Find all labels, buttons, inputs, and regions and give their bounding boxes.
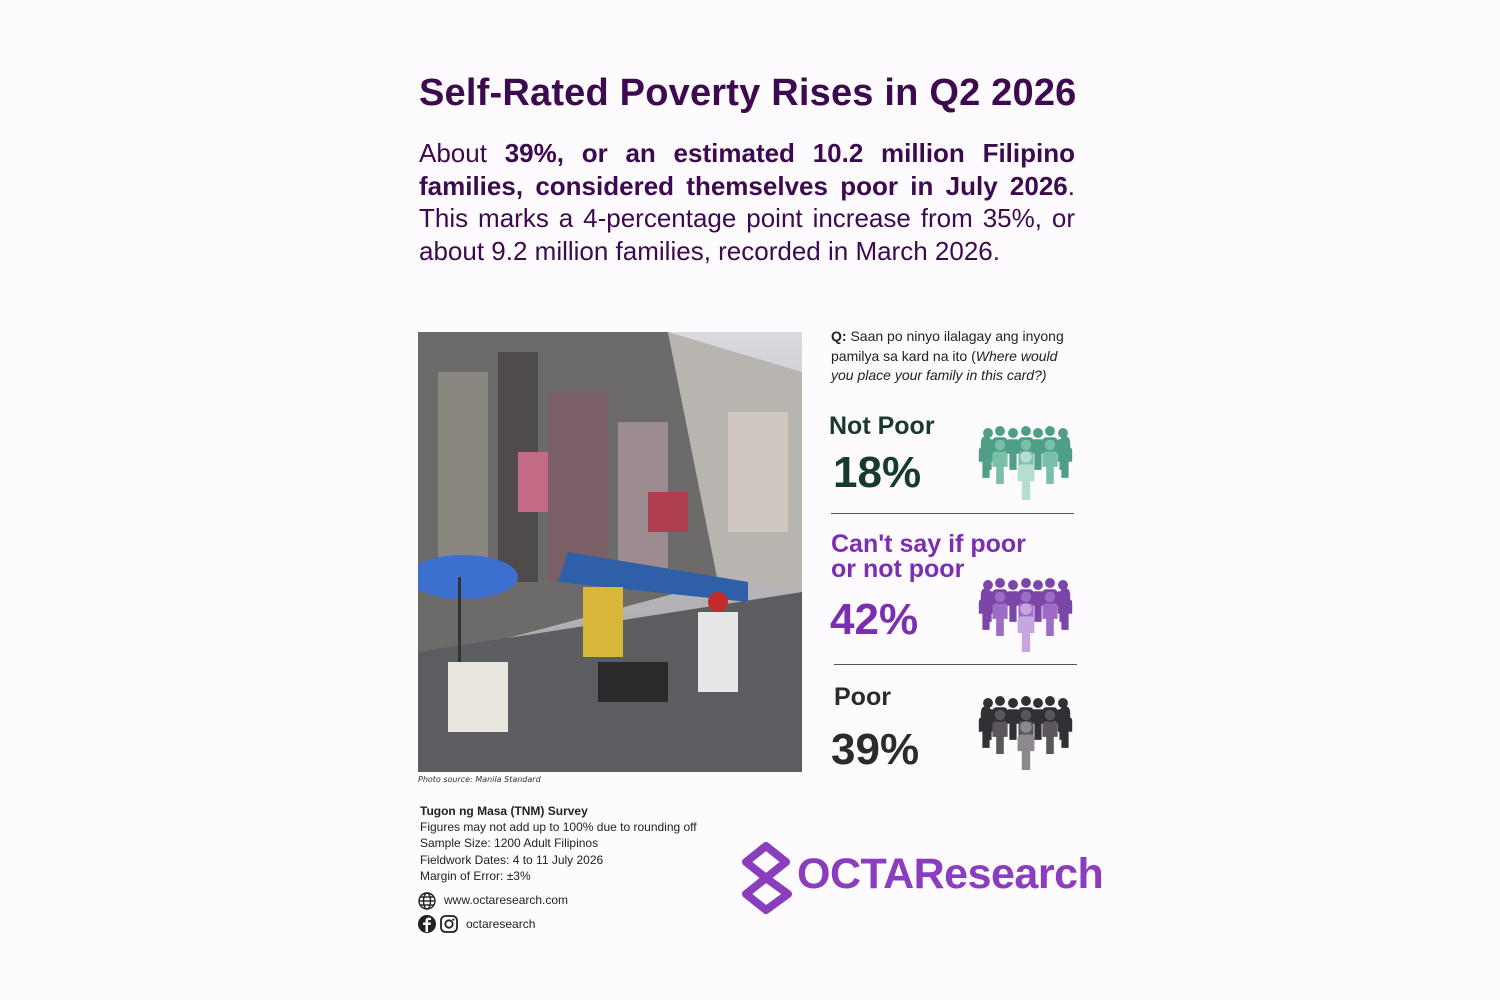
note-line: Margin of Error: ±3%	[420, 869, 531, 883]
person-icon	[978, 706, 994, 748]
website: www.octaresearch.com	[444, 893, 569, 907]
globe-icon	[418, 892, 436, 910]
person-icon	[992, 709, 1008, 754]
person-icon	[1030, 428, 1046, 470]
person-icon	[1057, 436, 1073, 478]
question-prefix: Q:	[831, 328, 847, 344]
person-icon	[1005, 580, 1021, 622]
item-value: 39%	[831, 725, 920, 774]
item-label: Poor	[834, 683, 891, 711]
person-icon	[1017, 721, 1035, 771]
person-icon	[1030, 698, 1046, 740]
person-icon	[1057, 588, 1073, 630]
person-icon	[978, 436, 994, 478]
divider	[834, 664, 1077, 665]
person-icon	[992, 591, 1008, 636]
person-icon	[1017, 603, 1035, 653]
photo	[418, 332, 802, 772]
person-icon	[1017, 451, 1035, 501]
item-value: 18%	[833, 448, 922, 497]
summary-text: About	[419, 138, 505, 168]
person-icon	[1030, 580, 1046, 622]
people-icons	[978, 426, 1073, 771]
divider	[831, 513, 1074, 514]
photo-caption: Photo source: Manila Standard	[418, 775, 541, 784]
note-line: Fieldwork Dates: 4 to 11 July 2026	[420, 853, 604, 867]
person-icon	[1005, 428, 1021, 470]
note-line: Sample Size: 1200 Adult Filipinos	[420, 836, 599, 850]
question: Q: Saan po ninyo ilalagay ang inyong pam…	[831, 327, 1076, 386]
notes-title: Tugon ng Masa (TNM) Survey	[420, 804, 588, 818]
logo-text: OCTAResearch	[797, 850, 1104, 898]
summary-emphasis: 39%, or an estimated 10.2 million Filipi…	[419, 138, 1075, 201]
logo-mark	[742, 842, 792, 914]
item-label: Not Poor	[829, 412, 935, 440]
person-icon	[1057, 706, 1073, 748]
summary: About 39%, or an estimated 10.2 million …	[419, 137, 1075, 267]
social-handle: octaresearch	[466, 917, 536, 931]
item-label: Can't say if poor or not poor	[831, 530, 1026, 583]
person-icon	[978, 588, 994, 630]
question-translation: Where would you place your family in thi…	[831, 347, 1058, 384]
item-value: 42%	[830, 595, 919, 644]
summary-text: . This marks a 4-percentage point increa…	[419, 170, 1075, 266]
note-line: Figures may not add up to 100% due to ro…	[420, 820, 697, 834]
social-icons	[418, 915, 458, 933]
question-text: Saan po ninyo ilalagay ang inyong pamily…	[831, 328, 1064, 364]
person-icon	[1005, 698, 1021, 740]
title: Self-Rated Poverty Rises in Q2 2026	[419, 72, 1077, 114]
person-icon	[992, 439, 1008, 484]
